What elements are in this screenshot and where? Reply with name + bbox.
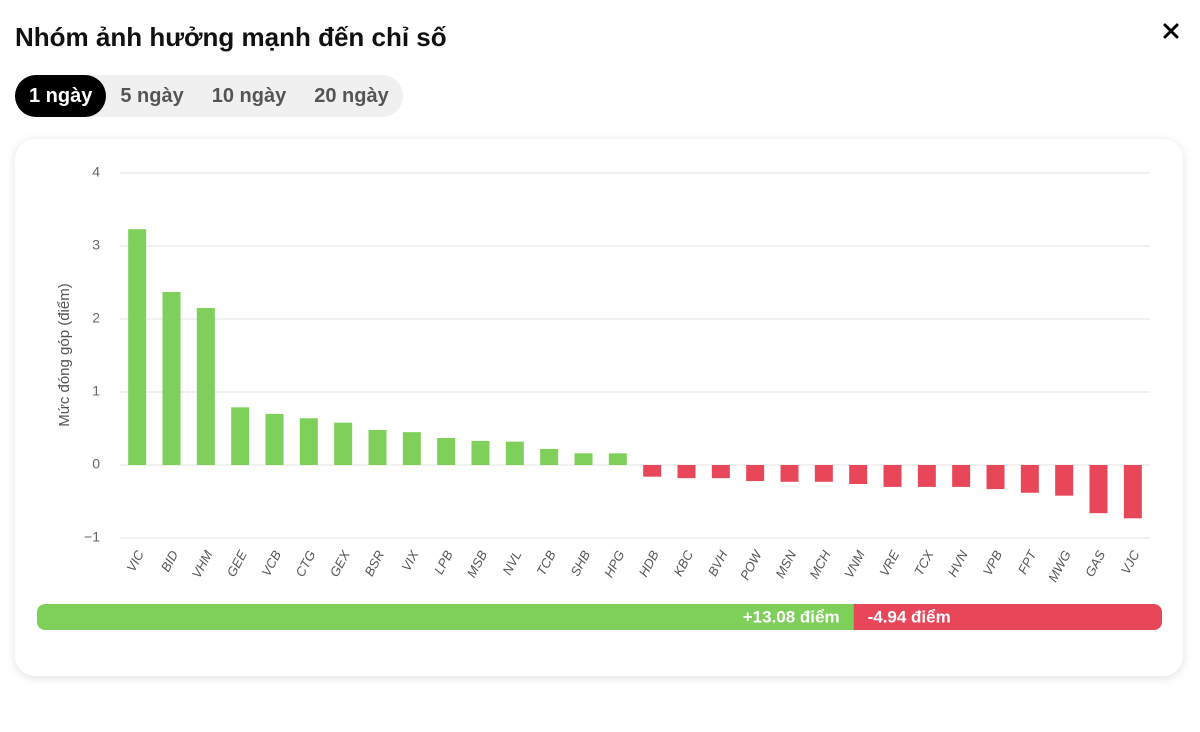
- summary-positive-label: +13.08 điểm: [743, 607, 840, 626]
- summary-positive: [37, 604, 854, 630]
- bar: [505, 441, 524, 465]
- bar: [780, 465, 799, 482]
- x-tick-label: MSN: [772, 547, 799, 580]
- x-tick-label: VHM: [189, 548, 216, 581]
- tab-bar: 1 ngày 5 ngày 10 ngày 20 ngày: [15, 75, 403, 117]
- summary-bar: [37, 604, 1162, 630]
- bar: [608, 453, 627, 465]
- x-tick-label: HPG: [601, 548, 627, 580]
- bar: [368, 429, 387, 465]
- x-tick-label: POW: [737, 546, 766, 582]
- x-tick-label: VIX: [398, 547, 422, 574]
- x-tick-label: HDB: [636, 548, 662, 580]
- y-tick-label: −1: [84, 529, 100, 545]
- bar: [162, 291, 181, 465]
- x-tick-label: KBC: [670, 547, 696, 578]
- bar: [917, 465, 936, 487]
- bar: [574, 453, 593, 465]
- bar: [849, 465, 868, 484]
- summary-negative-label: -4.94 điểm: [868, 607, 951, 626]
- bar: [299, 418, 318, 465]
- bar: [952, 465, 971, 487]
- x-tick-label: MWG: [1045, 548, 1074, 584]
- tab[interactable]: 10 ngày: [198, 75, 300, 117]
- x-tick-label: LPB: [431, 548, 456, 577]
- x-tick-label: MCH: [806, 547, 833, 581]
- x-tick-label: TCX: [911, 547, 937, 578]
- bar: [402, 432, 421, 465]
- x-tick-label: BVH: [705, 547, 731, 578]
- y-tick-label: 0: [92, 456, 100, 472]
- x-tick-label: CTG: [292, 548, 318, 579]
- x-tick-label: MSB: [464, 548, 491, 580]
- tab[interactable]: 1 ngày: [15, 75, 107, 117]
- bar: [196, 308, 215, 465]
- x-tick-label: VNM: [841, 548, 868, 581]
- x-tick-label: VCB: [258, 548, 284, 579]
- x-tick-label: FPT: [1015, 547, 1040, 577]
- y-tick-label: 3: [92, 237, 100, 253]
- bar: [231, 407, 250, 465]
- x-tick-label: GAS: [1082, 548, 1108, 580]
- y-tick-label: 4: [92, 164, 100, 180]
- x-tick-label: HVN: [945, 547, 971, 579]
- bar: [265, 413, 284, 465]
- title: Nhóm ảnh hưởng mạnh đến chỉ số: [15, 22, 447, 52]
- close-button[interactable]: [1160, 20, 1182, 42]
- bar: [1020, 465, 1039, 493]
- x-tick-label: BID: [158, 548, 181, 574]
- close-icon: [1163, 23, 1179, 39]
- bar: [677, 465, 696, 479]
- bar: [128, 229, 147, 465]
- bar: [1089, 465, 1108, 514]
- x-tick-label: TCB: [533, 548, 559, 578]
- y-tick-label: 2: [92, 310, 100, 326]
- x-tick-label: VJC: [1118, 547, 1143, 576]
- bar: [986, 465, 1005, 490]
- bar: [437, 437, 456, 465]
- x-tick-label: VPB: [980, 548, 1006, 578]
- x-tick-label: VIC: [123, 547, 147, 574]
- bar: [540, 448, 559, 465]
- x-tick-label: BSR: [361, 548, 387, 579]
- bar: [334, 422, 353, 465]
- tab[interactable]: 5 ngày: [106, 75, 197, 117]
- bar: [471, 440, 490, 465]
- x-tick-label: VRE: [876, 548, 902, 579]
- y-tick-label: 1: [92, 383, 100, 399]
- bar: [746, 465, 765, 482]
- bar: [1123, 465, 1142, 519]
- tab[interactable]: 20 ngày: [300, 75, 402, 117]
- x-tick-label: SHB: [567, 548, 593, 579]
- bar: [1055, 465, 1074, 496]
- bar: [883, 465, 902, 487]
- bar: [711, 465, 730, 479]
- bar: [643, 465, 662, 477]
- x-tick-label: NVL: [499, 548, 524, 577]
- x-tick-label: GEE: [224, 548, 250, 580]
- y-axis-title: Mức đóng góp (điểm): [56, 283, 73, 426]
- bar: [814, 465, 833, 482]
- summary-negative: [853, 604, 1162, 630]
- x-tick-label: GEX: [327, 547, 354, 579]
